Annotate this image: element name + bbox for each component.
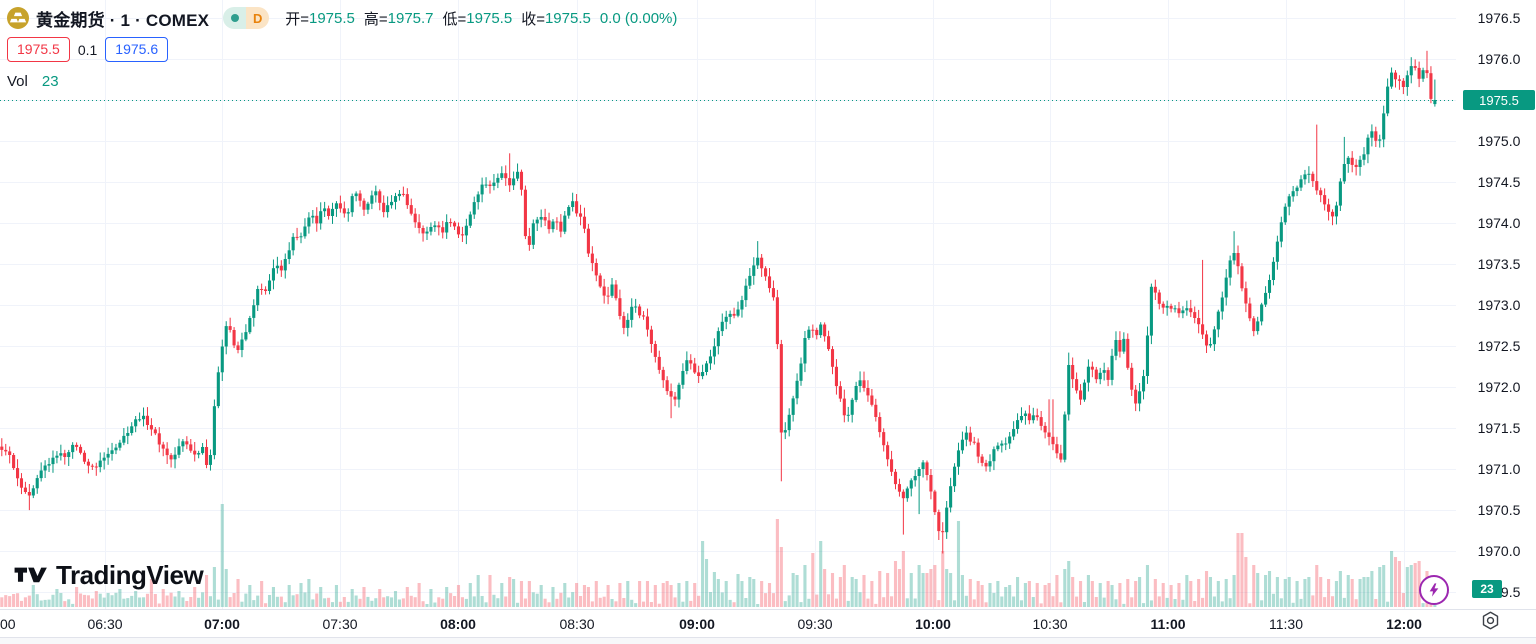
gold-bars-icon bbox=[7, 7, 29, 29]
bottom-divider bbox=[0, 637, 1536, 644]
open-label: 开= bbox=[285, 10, 309, 28]
high-value: 1975.7 bbox=[387, 9, 434, 27]
bid-ask-row: 1975.5 0.1 1975.6 bbox=[7, 37, 169, 62]
time-axis-label: 09:00 bbox=[679, 616, 715, 632]
candles bbox=[0, 50, 1437, 554]
price-axis-label: 1976.5 bbox=[1477, 10, 1521, 26]
high-label: 高= bbox=[363, 10, 388, 28]
time-axis-label: 00 bbox=[0, 616, 16, 632]
time-axis-label: 12:00 bbox=[1386, 616, 1422, 632]
last-price-badge: 1975.5 bbox=[1463, 90, 1535, 111]
low-label: 低= bbox=[442, 10, 467, 28]
lightning-button[interactable] bbox=[1419, 575, 1449, 605]
buy-button[interactable]: 1975.6 bbox=[105, 37, 169, 62]
volume-badge: 23 bbox=[1472, 580, 1502, 598]
time-axis-label: 11:30 bbox=[1269, 616, 1303, 632]
price-axis-label: 1975.0 bbox=[1477, 133, 1521, 149]
change-value: 0.0 (0.00%) bbox=[599, 9, 678, 27]
time-axis-label: 11:00 bbox=[1150, 616, 1186, 632]
settings-button[interactable] bbox=[1478, 608, 1502, 632]
time-axis-label: 10:00 bbox=[915, 616, 951, 632]
time-axis-label: 08:00 bbox=[440, 616, 476, 632]
price-axis-label: 1972.0 bbox=[1477, 379, 1521, 395]
last-price-badge-text: 1975.5 bbox=[1479, 92, 1519, 108]
open-value: 1975.5 bbox=[308, 9, 355, 27]
status-dot-icon bbox=[223, 7, 247, 29]
grid-lines bbox=[0, 0, 1456, 609]
price-chart-canvas[interactable] bbox=[0, 0, 1462, 609]
price-axis-label: 1973.5 bbox=[1477, 256, 1521, 272]
volume-value: 23 bbox=[41, 73, 59, 90]
interval-selector[interactable]: D bbox=[223, 7, 270, 29]
sell-button[interactable]: 1975.5 bbox=[7, 37, 70, 62]
price-axis-label: 1971.0 bbox=[1477, 461, 1521, 477]
volume-label[interactable]: Vol bbox=[7, 73, 28, 90]
tradingview-logo-icon bbox=[14, 567, 47, 583]
time-axis-label: 10:30 bbox=[1032, 616, 1068, 632]
price-axis-label: 1970.0 bbox=[1477, 543, 1521, 559]
price-axis-label: 1971.5 bbox=[1477, 420, 1521, 436]
price-axis-label: 1973.0 bbox=[1477, 297, 1521, 313]
close-value: 1975.5 bbox=[544, 9, 591, 27]
time-axis-label: 07:00 bbox=[204, 616, 240, 632]
volume-bars bbox=[0, 504, 1437, 607]
settings-gear-icon bbox=[1482, 611, 1498, 629]
symbol-header: 黄金期货 · 1 · COMEX D 开= 1975.5 高= 1975.7 低… bbox=[7, 5, 677, 31]
time-axis-label: 09:30 bbox=[797, 616, 833, 632]
symbol-title[interactable]: 黄金期货 · 1 · COMEX bbox=[36, 10, 210, 30]
price-axis-label: 1972.5 bbox=[1477, 338, 1521, 354]
interval-label: D bbox=[246, 7, 270, 29]
volume-indicator-row: Vol 23 bbox=[7, 73, 59, 90]
time-axis-label: 06:30 bbox=[87, 616, 123, 632]
time-axis-label: 07:30 bbox=[322, 616, 358, 632]
tradingview-logo-text: TradingView bbox=[56, 560, 204, 590]
price-axis-label: 1970.5 bbox=[1477, 502, 1521, 518]
ohlc-readout: 开= 1975.5 高= 1975.7 低= 1975.5 收= 1975.5 … bbox=[285, 8, 677, 29]
time-axis-label: 08:30 bbox=[559, 616, 595, 632]
price-axis-label: 1976.0 bbox=[1477, 51, 1521, 67]
price-axis[interactable]: 1969.51970.01970.51971.01971.51972.01972… bbox=[1462, 0, 1536, 609]
close-label: 收= bbox=[521, 10, 545, 28]
price-axis-label: 1974.5 bbox=[1477, 174, 1521, 190]
low-value: 1975.5 bbox=[466, 9, 513, 27]
lightning-icon bbox=[1429, 583, 1439, 597]
price-axis-label: 1974.0 bbox=[1477, 215, 1521, 231]
volume-badge-text: 23 bbox=[1480, 582, 1494, 596]
tradingview-logo[interactable]: TradingView bbox=[14, 560, 204, 591]
spread-value: 0.1 bbox=[77, 41, 98, 58]
time-axis[interactable]: 00 06:30 07:00 07:30 08:00 08:30 09:00 09:30 10:… bbox=[0, 609, 1536, 637]
